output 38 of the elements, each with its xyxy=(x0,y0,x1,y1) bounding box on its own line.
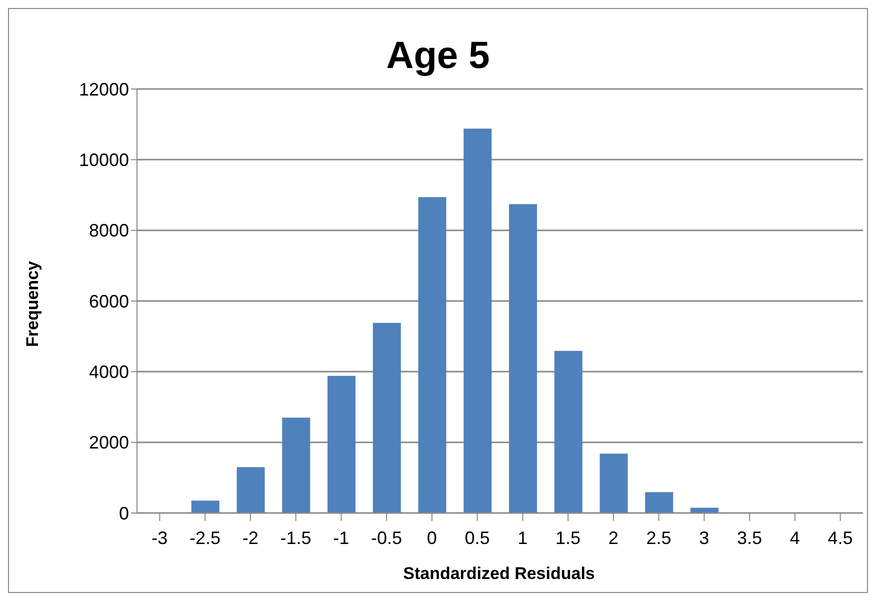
y-tick-label: 0 xyxy=(118,503,129,524)
bar xyxy=(554,350,582,513)
bar xyxy=(372,322,401,513)
y-tick-label: 2000 xyxy=(88,432,129,453)
y-tick-label: 6000 xyxy=(88,291,129,312)
x-tick-label: 0 xyxy=(426,528,437,548)
bar xyxy=(509,204,537,513)
bar xyxy=(464,128,492,513)
x-tick-label: 2 xyxy=(608,528,618,548)
x-tick-label: 4.5 xyxy=(828,528,853,548)
chart-title: Age 5 xyxy=(385,35,491,78)
x-tick-label: -2 xyxy=(242,528,258,548)
bar xyxy=(418,197,446,513)
x-tick-label: -3 xyxy=(152,528,168,548)
x-tick-label: -2.5 xyxy=(190,528,221,548)
bar xyxy=(690,508,718,513)
y-tick-label: 10000 xyxy=(78,150,129,170)
x-tick-label: 4 xyxy=(790,528,800,548)
bar xyxy=(191,500,220,513)
x-tick-label: 0.5 xyxy=(464,528,490,548)
x-tick-label: -1 xyxy=(333,528,350,548)
x-tick-label: 2.5 xyxy=(646,528,672,548)
y-tick-label: 4000 xyxy=(88,362,129,382)
bar xyxy=(236,467,265,513)
x-tick-label: 3.5 xyxy=(737,528,762,548)
bar xyxy=(600,454,628,513)
x-tick-label: 3 xyxy=(699,528,710,548)
y-axis-title: Frequency xyxy=(23,261,43,347)
x-axis-title: Standardized Residuals xyxy=(402,564,596,584)
x-tick-label: 1 xyxy=(518,528,528,548)
x-tick-label: -1.5 xyxy=(280,528,312,548)
x-tick-label: -0.5 xyxy=(371,528,402,548)
bar xyxy=(328,376,356,513)
x-tick-label: 1.5 xyxy=(556,528,581,548)
bar xyxy=(645,492,674,513)
bar xyxy=(282,418,310,513)
y-tick-label: 12000 xyxy=(78,79,129,100)
y-tick-label: 8000 xyxy=(88,220,129,241)
